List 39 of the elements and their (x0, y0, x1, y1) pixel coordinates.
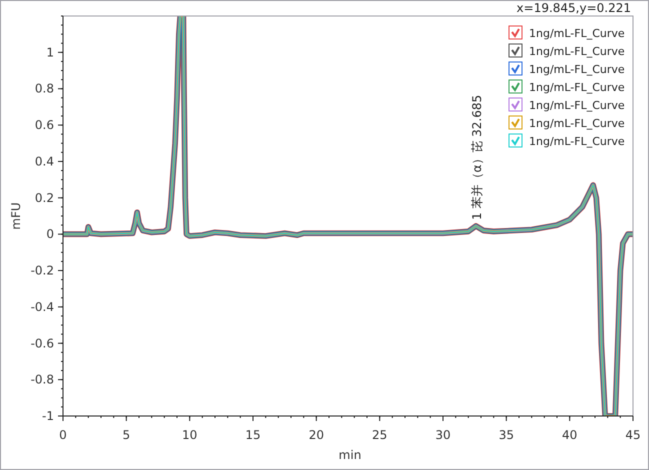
legend-label: 1ng/mL-FL_Curve (529, 99, 625, 112)
legend-item: 1ng/mL-FL_Curve (508, 44, 625, 58)
y-tick-label: 0 (46, 227, 54, 242)
text: x=19.845,y=0.221 (516, 1, 631, 15)
x-tick-label: 35 (498, 428, 514, 442)
y-tick-label: 0.2 (34, 190, 54, 205)
x-tick-label: 10 (182, 428, 198, 442)
legend-label: 1ng/mL-FL_Curve (529, 135, 625, 148)
legend-item: 1ng/mL-FL_Curve (508, 98, 625, 112)
y-tick-label: -0.4 (30, 300, 54, 314)
legend-item: 1ng/mL-FL_Curve (508, 134, 625, 148)
annotation: 1 苯并（α）芘 32.685 (470, 94, 484, 220)
legend-item: 1ng/mL-FL_Curve (508, 116, 625, 130)
x-tick-label: 15 (245, 428, 261, 442)
x-tick-label: 20 (308, 428, 324, 442)
x-tick-label: 40 (562, 428, 578, 442)
legend-label: 1ng/mL-FL_Curve (529, 81, 625, 94)
legend-label: 1ng/mL-FL_Curve (529, 117, 625, 130)
y-tick-label: 0.6 (34, 118, 54, 132)
y-tick-label: -0.8 (30, 372, 54, 387)
legend-label: 1ng/mL-FL_Curve (529, 45, 625, 58)
y-tick-label: -0.2 (30, 264, 54, 278)
x-tick-label: 30 (435, 428, 451, 442)
legend-item: 1ng/mL-FL_Curve (508, 62, 625, 76)
legend-item: 1ng/mL-FL_Curve (508, 26, 625, 40)
y-tick-label: 1 (46, 45, 54, 60)
x-axis-title: min (338, 448, 362, 462)
x-tick-label: 45 (625, 428, 641, 442)
y-tick-label: -0.6 (30, 336, 54, 350)
x-tick-label: 0 (59, 428, 67, 442)
legend-label: 1ng/mL-FL_Curve (529, 63, 625, 76)
legend-label: 1ng/mL-FL_Curve (529, 27, 625, 40)
y-tick-label: 0.4 (34, 154, 54, 168)
x-tick-label: 25 (372, 428, 388, 442)
legend-item: 1ng/mL-FL_Curve (508, 80, 625, 94)
y-tick-label: 0.8 (34, 82, 54, 96)
x-tick-label: 5 (122, 428, 130, 442)
y-tick-label: -1 (42, 409, 54, 423)
y-axis-title: mFU (9, 202, 23, 230)
